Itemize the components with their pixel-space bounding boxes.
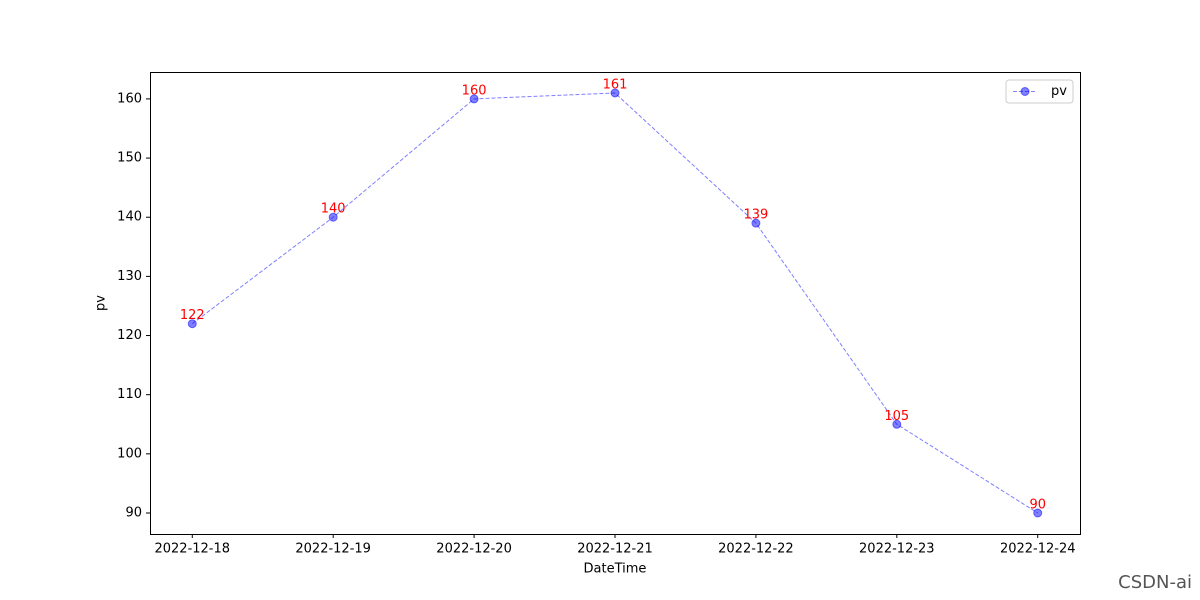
x-axis-label: DateTime bbox=[584, 562, 647, 577]
marker bbox=[751, 218, 761, 228]
marker bbox=[469, 94, 479, 104]
legend-label: pv bbox=[1051, 84, 1067, 99]
y-axis-label: pv bbox=[94, 295, 109, 311]
legend-marker bbox=[1020, 87, 1030, 96]
data-label: 161 bbox=[603, 78, 628, 93]
marker bbox=[1033, 508, 1043, 518]
plot-frame bbox=[150, 72, 1081, 535]
data-label: 160 bbox=[462, 83, 487, 98]
legend-box bbox=[1005, 79, 1074, 104]
data-label: 90 bbox=[1029, 498, 1046, 513]
y-tick-label: 130 bbox=[117, 269, 142, 284]
data-label: 140 bbox=[321, 202, 346, 217]
x-tick-label: 2022-12-23 bbox=[859, 542, 935, 557]
x-tick-label: 2022-12-18 bbox=[154, 542, 230, 557]
y-tick-label: 120 bbox=[117, 328, 142, 343]
x-tick-label: 2022-12-21 bbox=[577, 542, 653, 557]
x-tick-label: 2022-12-20 bbox=[436, 542, 512, 557]
data-label: 122 bbox=[180, 308, 205, 323]
y-tick-label: 110 bbox=[117, 387, 142, 402]
marker bbox=[328, 212, 338, 222]
x-tick-label: 2022-12-22 bbox=[718, 542, 794, 557]
line bbox=[191, 92, 1038, 514]
y-tick-label: 150 bbox=[117, 151, 142, 166]
data-label: 105 bbox=[884, 409, 909, 424]
x-tick-label: 2022-12-19 bbox=[295, 542, 371, 557]
marker bbox=[610, 88, 620, 98]
watermark: CSDN-ai bbox=[1118, 572, 1192, 593]
y-tick-label: 90 bbox=[125, 506, 142, 521]
y-tick-label: 140 bbox=[117, 210, 142, 225]
data-label: 139 bbox=[743, 208, 768, 223]
y-tick-label: 100 bbox=[117, 446, 142, 461]
marker bbox=[187, 319, 197, 329]
x-tick-label: 2022-12-24 bbox=[1000, 542, 1076, 557]
y-tick-label: 160 bbox=[117, 91, 142, 106]
marker bbox=[892, 419, 902, 429]
